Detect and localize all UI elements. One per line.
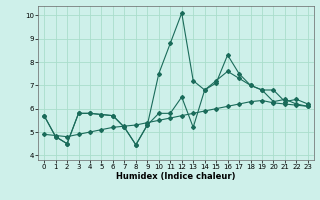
X-axis label: Humidex (Indice chaleur): Humidex (Indice chaleur) [116,172,236,181]
